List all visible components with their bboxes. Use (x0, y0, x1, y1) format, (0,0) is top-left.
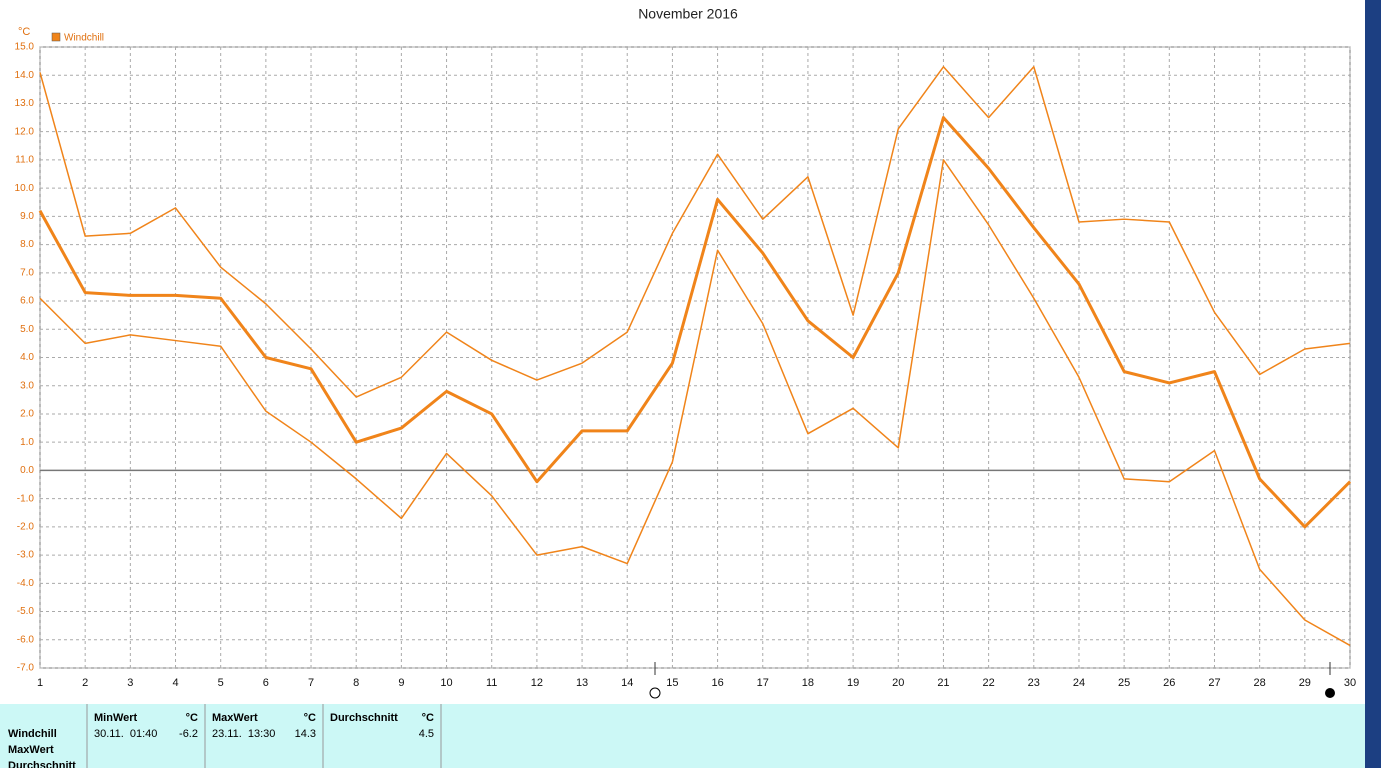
x-tick-label: 4 (172, 677, 178, 689)
y-tick-label: -3.0 (17, 550, 35, 561)
x-tick-label: 1 (37, 677, 43, 689)
column-unit: °C (304, 712, 316, 724)
value-cell: 4.5 (419, 728, 434, 740)
desktop-strip (1365, 0, 1381, 768)
y-tick-label: 5.0 (20, 324, 34, 335)
y-tick-label: 11.0 (15, 155, 34, 166)
table-background (0, 704, 1365, 768)
chart-title: November 2016 (638, 6, 738, 22)
y-tick-label: 9.0 (20, 211, 34, 222)
y-tick-label: 0.0 (20, 465, 34, 476)
row-label: MaxWert (8, 744, 54, 756)
y-axis-unit: °C (18, 26, 30, 38)
summary-table: Windchill MaxWert Durchschnitt MinWert °… (0, 704, 1365, 768)
x-tick-label: 18 (802, 677, 814, 689)
data-line (38, 116, 1352, 529)
x-tick-label: 19 (847, 677, 859, 689)
column-unit: °C (422, 712, 434, 724)
x-tick-label: 2 (82, 677, 88, 689)
y-tick-label: 6.0 (20, 296, 34, 307)
x-tick-label: 26 (1163, 677, 1175, 689)
x-tick-label: 23 (1028, 677, 1040, 689)
x-tick-label: 20 (892, 677, 904, 689)
y-tick-label: 10.0 (15, 183, 35, 194)
y-tick-label: 12.0 (15, 126, 35, 137)
x-tick-label: 30 (1344, 677, 1356, 689)
x-tick-label: 15 (666, 677, 678, 689)
row-label: Durchschnitt (8, 760, 76, 768)
x-tick-label: 12 (531, 677, 543, 689)
time-cell: 23.11. 13:30 (212, 728, 275, 740)
y-tick-label: 15.0 (15, 42, 35, 53)
data-line (39, 159, 1351, 647)
x-tick-label: 8 (353, 677, 359, 689)
x-tick-label: 9 (398, 677, 404, 689)
x-tick-label: 7 (308, 677, 314, 689)
x-tick-label: 22 (982, 677, 994, 689)
y-tick-label: 1.0 (20, 437, 34, 448)
y-tick-label: 3.0 (20, 380, 34, 391)
x-tick-label: 21 (937, 677, 949, 689)
y-tick-label: 8.0 (20, 239, 34, 250)
row-label: Windchill (8, 728, 57, 740)
y-tick-label: 14.0 (15, 70, 35, 81)
column-header: Durchschnitt (330, 712, 398, 724)
x-tick-label: 16 (711, 677, 723, 689)
y-tick-label: -7.0 (17, 663, 35, 674)
legend-label: Windchill (64, 33, 104, 44)
column-unit: °C (186, 712, 198, 724)
y-tick-label: 4.0 (20, 352, 34, 363)
x-tick-label: 5 (218, 677, 224, 689)
y-tick-label: -1.0 (17, 493, 35, 504)
x-tick-label: 14 (621, 677, 633, 689)
y-tick-label: -4.0 (17, 578, 35, 589)
x-tick-label: 10 (440, 677, 452, 689)
x-tick-label: 13 (576, 677, 588, 689)
x-tick-label: 24 (1073, 677, 1085, 689)
x-tick-label: 27 (1208, 677, 1220, 689)
y-tick-label: -6.0 (17, 634, 35, 645)
x-tick-label: 29 (1299, 677, 1311, 689)
y-tick-label: 2.0 (20, 409, 34, 420)
y-tick-label: -2.0 (17, 522, 35, 533)
time-cell: 30.11. 01:40 (94, 728, 157, 740)
y-tick-label: -5.0 (17, 606, 35, 617)
x-tick-label: 17 (757, 677, 769, 689)
column-header: MaxWert (212, 712, 258, 724)
y-tick-label: 7.0 (20, 267, 34, 278)
full-moon-icon (649, 687, 661, 699)
x-tick-label: 6 (263, 677, 269, 689)
x-tick-label: 25 (1118, 677, 1130, 689)
data-line (39, 66, 1351, 398)
new-moon-icon (1325, 688, 1335, 698)
x-tick-label: 28 (1254, 677, 1266, 689)
value-cell: -6.2 (179, 728, 198, 740)
x-tick-label: 3 (127, 677, 133, 689)
column-header: MinWert (94, 712, 138, 724)
y-tick-label: 13.0 (15, 98, 35, 109)
value-cell: 14.3 (295, 728, 316, 740)
x-tick-label: 11 (486, 677, 497, 689)
legend-swatch (51, 32, 61, 42)
